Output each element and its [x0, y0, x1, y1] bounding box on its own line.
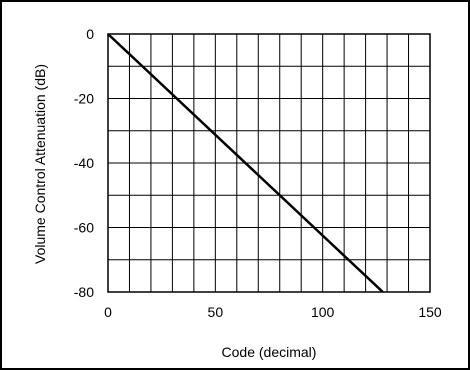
- y-tick-label: -80: [74, 284, 94, 300]
- x-tick-label: 100: [311, 304, 335, 320]
- chart-tick-labels: 0 50 100 150 0 -20 -40 -60 -80: [74, 26, 442, 320]
- chart-series: [107, 33, 384, 293]
- x-axis-label: Code (decimal): [222, 344, 317, 360]
- x-tick-label: 50: [208, 304, 224, 320]
- series-line-1: [107, 33, 384, 293]
- x-tick-label: 0: [104, 304, 112, 320]
- y-tick-label: -20: [74, 91, 94, 107]
- plot-frame: [107, 33, 431, 293]
- y-axis-label: Volume Control Attenuation (dB): [32, 64, 48, 264]
- y-tick-label: -60: [74, 220, 94, 236]
- x-tick-label: 150: [418, 304, 442, 320]
- y-tick-label: 0: [86, 26, 94, 42]
- y-tick-label: -40: [74, 155, 94, 171]
